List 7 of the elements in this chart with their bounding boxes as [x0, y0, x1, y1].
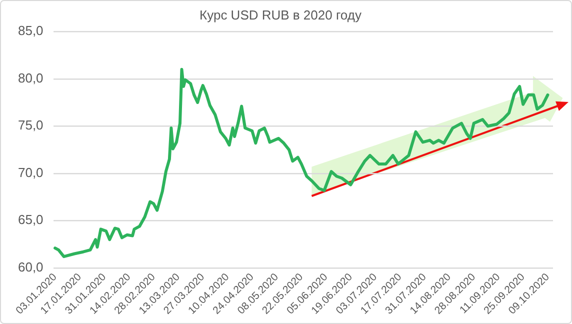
- y-tick-label: 85,0: [18, 23, 44, 38]
- y-tick-label: 60,0: [18, 260, 44, 275]
- y-tick-label: 70,0: [18, 164, 44, 180]
- y-tick-label: 75,0: [18, 118, 44, 133]
- y-tick-label: 65,0: [18, 212, 44, 228]
- chart-title: Курс USD RUB в 2020 году: [200, 7, 362, 22]
- y-tick-label: 80,0: [18, 70, 44, 86]
